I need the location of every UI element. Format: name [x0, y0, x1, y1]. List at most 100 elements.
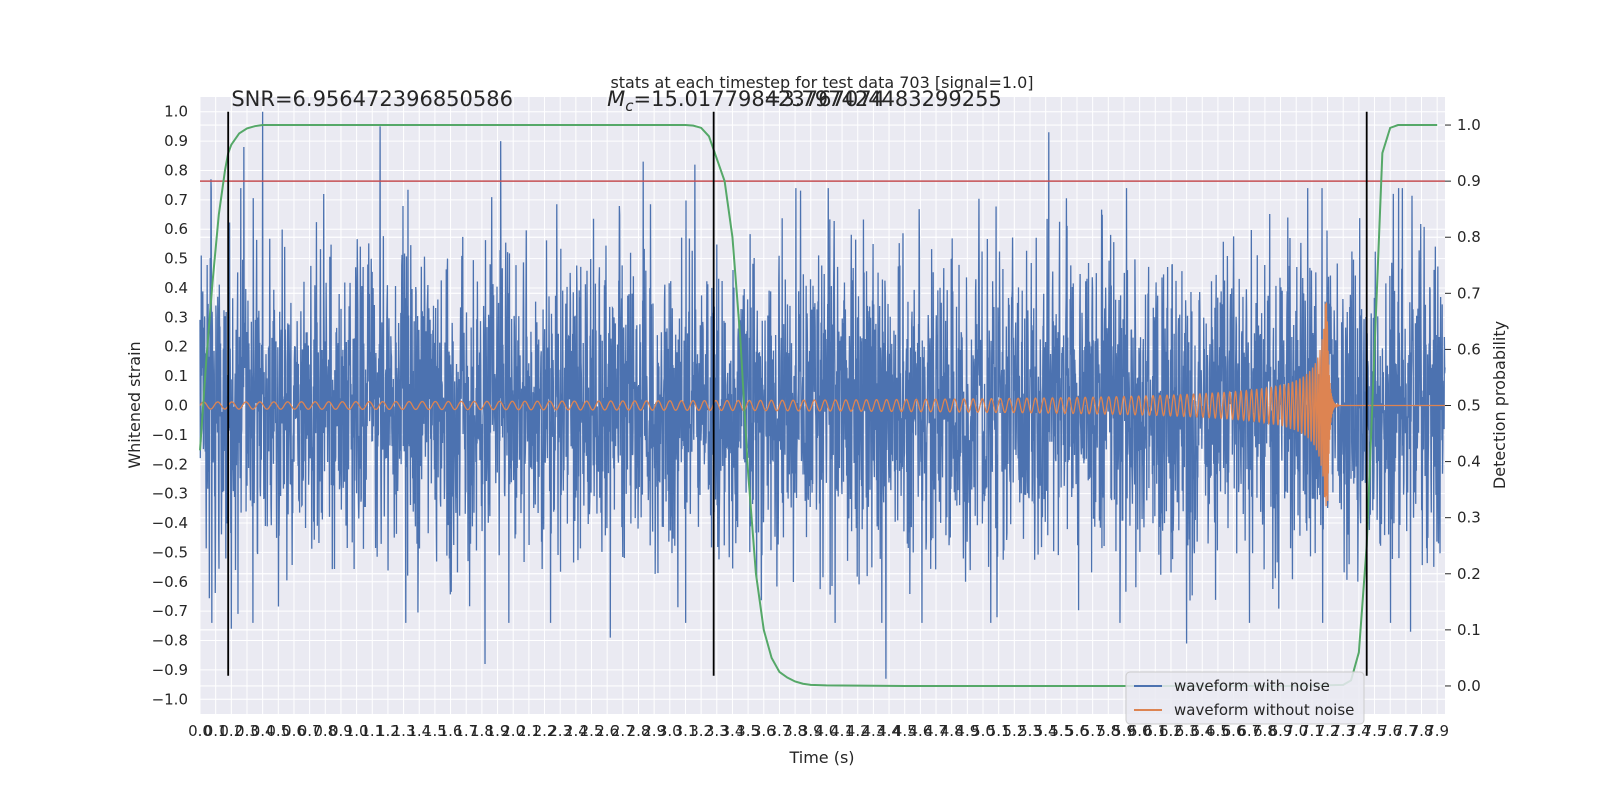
x-tick-label: 3.2	[689, 722, 713, 740]
x-tick-label: 7.3	[1331, 722, 1355, 740]
y-right-tick-label: 0.6	[1457, 340, 1481, 358]
y-left-tick-label: −0.5	[152, 543, 188, 561]
x-tick-label: 1.5	[423, 722, 447, 740]
annotation-text: =3.797424483299255	[764, 87, 1002, 111]
y-right-tick-label: 0.8	[1457, 228, 1481, 246]
x-tick-label: 5.4	[1034, 722, 1058, 740]
x-tick-label: 6.1	[1143, 722, 1167, 740]
x-tick-label: 7.4	[1347, 722, 1371, 740]
x-tick-label: 6.7	[1237, 722, 1261, 740]
x-tick-label: 0.7	[298, 722, 322, 740]
x-tick-label: 5.1	[987, 722, 1011, 740]
annotations-layer: SNR=6.956472396850586 Mc=15.0177984237670…	[231, 87, 1001, 115]
x-tick-label: 7.2	[1316, 722, 1340, 740]
y-left-tick-label: 0.7	[164, 191, 188, 209]
y-right-tick-label: 0.1	[1457, 621, 1481, 639]
x-tick-label: 1.4	[407, 722, 431, 740]
x-tick-label: 5.2	[1002, 722, 1026, 740]
x-tick-label: 7.1	[1300, 722, 1324, 740]
x-tick-label: 7.6	[1378, 722, 1402, 740]
x-tick-label: 5.7	[1081, 722, 1105, 740]
x-tick-label: 4.3	[861, 722, 885, 740]
legend: waveform with noise waveform without noi…	[1125, 671, 1365, 725]
x-tick-label: 2.9	[642, 722, 666, 740]
x-tick-label: 1.3	[392, 722, 416, 740]
y-left-tick-label: −0.4	[152, 514, 188, 532]
x-tick-label: 5.0	[971, 722, 995, 740]
y-left-tick-label: 1.0	[164, 103, 188, 121]
x-tick-label: 6.2	[1159, 722, 1183, 740]
x-tick-label: 0.4	[251, 722, 275, 740]
y-left-tick-label: 0.5	[164, 250, 188, 268]
x-tick-label: 3.1	[674, 722, 698, 740]
x-tick-label: 7.5	[1363, 722, 1387, 740]
markers-layer	[227, 111, 1368, 676]
y-right-tick-label: 0.7	[1457, 284, 1481, 302]
series-detection-probability	[199, 124, 1438, 687]
legend-label-clean: waveform without noise	[1174, 701, 1354, 719]
x-tick-label: 4.2	[846, 722, 870, 740]
x-tick-label: 5.6	[1065, 722, 1089, 740]
x-tick-label: 2.3	[548, 722, 572, 740]
legend-label-noisy: waveform with noise	[1174, 677, 1330, 695]
y-right-tick-label: 0.0	[1457, 677, 1481, 695]
x-tick-label: 3.7	[768, 722, 792, 740]
series-waveform-without-noise	[199, 302, 1445, 507]
x-tick-label: 7.9	[1425, 722, 1449, 740]
y-left-tick-label: −0.6	[152, 573, 188, 591]
y-left-tick-label: 0.4	[164, 279, 188, 297]
x-tick-label: 7.7	[1394, 722, 1418, 740]
x-tick-label: 2.4	[564, 722, 588, 740]
annotation-text: SNR=6.956472396850586	[231, 87, 513, 111]
y-axis-label-right: Detection probability	[1490, 321, 1509, 489]
y-left-tick-label: 0.9	[164, 132, 188, 150]
y-left-tick-label: −1.0	[152, 690, 188, 708]
y-left-tick-label: 0.0	[164, 397, 188, 415]
x-tick-label: 4.1	[830, 722, 854, 740]
x-tick-label: 0.2	[219, 722, 243, 740]
y-left-tick-label: −0.9	[152, 661, 188, 679]
x-tick-label: 4.4	[877, 722, 901, 740]
x-tick-label: 3.0	[658, 722, 682, 740]
x-tick-label: 0.0	[188, 722, 212, 740]
x-tick-label: 3.4	[721, 722, 745, 740]
x-tick-label: 4.7	[924, 722, 948, 740]
annotation-text: Mc=15.017798423767074	[607, 87, 885, 115]
y-left-tick-label: 0.2	[164, 338, 188, 356]
x-tick-label: 6.9	[1269, 722, 1293, 740]
x-tick-label: 5.8	[1096, 722, 1120, 740]
y-right-tick-label: 0.3	[1457, 509, 1481, 527]
x-tick-label: 0.9	[329, 722, 353, 740]
x-tick-label: 6.0	[1128, 722, 1152, 740]
x-tick-label: 1.8	[470, 722, 494, 740]
x-tick-label: 1.0	[345, 722, 369, 740]
x-tick-label: 0.1	[204, 722, 228, 740]
x-tick-label: 0.3	[235, 722, 259, 740]
x-tick-label: 0.5	[266, 722, 290, 740]
y-right-tick-label: 0.5	[1457, 397, 1481, 415]
x-tick-label: 2.6	[595, 722, 619, 740]
x-tick-label: 4.9	[955, 722, 979, 740]
x-tick-label: 6.3	[1175, 722, 1199, 740]
y-axis-label-left: Whitened strain	[125, 341, 144, 468]
y-right-tick-label: 0.9	[1457, 172, 1481, 190]
x-tick-label: 2.1	[517, 722, 541, 740]
y-left-tick-label: −0.3	[152, 485, 188, 503]
x-tick-label: 2.5	[580, 722, 604, 740]
x-tick-label: 7.0	[1284, 722, 1308, 740]
x-tick-label: 1.9	[486, 722, 510, 740]
y-left-tick-label: −0.2	[152, 455, 188, 473]
y-right-tick-label: 0.2	[1457, 565, 1481, 583]
y-left-tick-label: 0.3	[164, 308, 188, 326]
x-tick-label: 5.3	[1018, 722, 1042, 740]
x-tick-label: 7.8	[1410, 722, 1434, 740]
y-left-tick-label: −0.7	[152, 602, 188, 620]
y-left-tick-label: −0.1	[152, 426, 188, 444]
x-tick-label: 2.2	[533, 722, 557, 740]
y-left-tick-label: 0.8	[164, 161, 188, 179]
x-tick-label: 4.6	[908, 722, 932, 740]
chart-title: stats at each timestep for test data 703…	[610, 73, 1033, 92]
y-left-tick-label: −0.8	[152, 632, 188, 650]
